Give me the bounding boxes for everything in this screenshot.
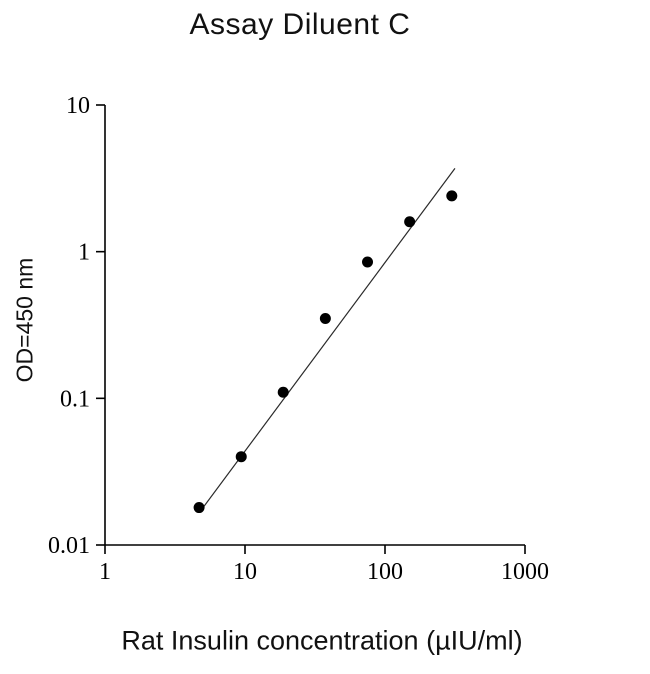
y-tick-label: 0.1 xyxy=(60,386,90,412)
data-point xyxy=(319,313,331,325)
data-point xyxy=(362,256,374,268)
data-point xyxy=(404,216,416,228)
x-tick-label: 100 xyxy=(367,559,403,585)
data-point xyxy=(193,502,205,514)
x-tick-label: 1 xyxy=(99,559,111,585)
data-point xyxy=(446,190,458,202)
y-tick-label: 10 xyxy=(66,93,90,119)
y-tick-label: 1 xyxy=(78,240,90,266)
chart-title: Assay Diluent C xyxy=(189,8,411,41)
data-point xyxy=(277,386,289,398)
data-point xyxy=(235,451,247,463)
x-tick-label: 10 xyxy=(233,559,257,585)
x-tick-label: 1000 xyxy=(501,559,549,585)
x-axis-label: Rat Insulin concentration (µIU/ml) xyxy=(121,625,523,656)
y-tick-label: 0.01 xyxy=(48,533,90,559)
